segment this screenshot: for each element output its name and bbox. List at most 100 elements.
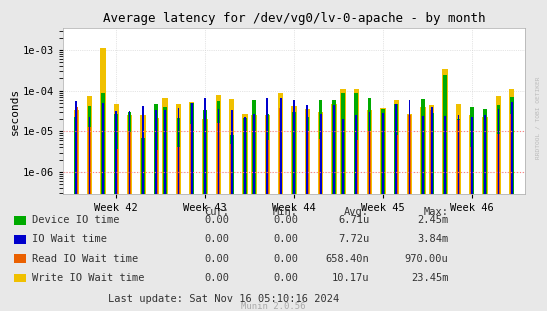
Bar <box>164 145 166 194</box>
Bar <box>395 104 397 194</box>
Text: Last update: Sat Nov 16 05:10:16 2024: Last update: Sat Nov 16 05:10:16 2024 <box>108 294 339 304</box>
Bar <box>75 107 78 194</box>
Bar <box>341 93 345 194</box>
Bar <box>176 104 181 194</box>
Bar <box>216 95 221 194</box>
Bar <box>510 97 514 194</box>
Bar <box>164 110 166 194</box>
Bar <box>292 106 296 194</box>
Bar <box>382 114 384 194</box>
Text: 0.00: 0.00 <box>273 273 298 283</box>
Text: 0.00: 0.00 <box>273 215 298 225</box>
Text: 6.71u: 6.71u <box>338 215 369 225</box>
Bar <box>509 89 514 194</box>
Bar <box>242 114 248 194</box>
Text: 0.00: 0.00 <box>205 234 230 244</box>
Bar <box>162 98 168 194</box>
Bar <box>470 147 473 194</box>
Bar <box>191 103 193 194</box>
Bar <box>368 131 371 194</box>
Bar <box>367 110 372 194</box>
Bar <box>469 115 474 194</box>
Bar <box>431 107 433 194</box>
Bar <box>88 128 91 194</box>
Bar <box>89 117 90 194</box>
Bar <box>155 110 157 194</box>
Bar <box>482 118 488 194</box>
Bar <box>381 109 385 194</box>
Bar <box>407 114 412 194</box>
Text: 23.45m: 23.45m <box>411 273 449 283</box>
Bar <box>217 123 220 194</box>
Bar <box>204 114 206 194</box>
Bar <box>510 114 513 194</box>
Bar <box>252 100 256 194</box>
Bar <box>422 149 424 194</box>
Bar <box>497 134 500 194</box>
Bar <box>115 111 117 194</box>
Bar <box>73 110 79 194</box>
Bar <box>320 114 322 194</box>
Bar <box>443 75 447 194</box>
Text: 0.00: 0.00 <box>205 273 230 283</box>
Bar <box>243 118 247 194</box>
Bar <box>101 93 104 194</box>
Bar <box>280 98 282 194</box>
Text: Read IO Wait time: Read IO Wait time <box>32 254 138 264</box>
Text: 7.72u: 7.72u <box>338 234 369 244</box>
Bar <box>155 150 158 194</box>
Bar <box>115 149 118 194</box>
Bar <box>154 104 158 194</box>
Text: Write IO Wait time: Write IO Wait time <box>32 273 144 283</box>
Bar <box>333 105 335 194</box>
Bar <box>154 118 159 194</box>
Bar <box>128 112 131 194</box>
Bar <box>217 101 220 194</box>
Bar <box>355 140 358 194</box>
Bar <box>319 100 323 194</box>
Bar <box>253 124 255 194</box>
Bar <box>342 119 344 194</box>
Bar <box>278 93 283 194</box>
Bar <box>230 144 233 194</box>
Text: 0.00: 0.00 <box>205 254 230 264</box>
Bar <box>230 135 234 194</box>
Bar <box>114 114 118 194</box>
Text: 0.00: 0.00 <box>273 234 298 244</box>
Bar <box>141 137 144 194</box>
Bar <box>128 132 131 194</box>
Bar <box>457 115 459 194</box>
Bar <box>318 112 323 194</box>
Bar <box>430 113 434 194</box>
Bar <box>331 104 336 194</box>
Y-axis label: seconds: seconds <box>10 88 20 135</box>
Bar <box>484 125 486 194</box>
Bar <box>457 120 460 194</box>
Bar <box>409 100 410 194</box>
Bar <box>127 115 132 194</box>
Bar <box>408 115 411 194</box>
Bar <box>87 96 92 194</box>
Bar <box>203 110 207 194</box>
Bar <box>231 110 232 194</box>
Bar <box>244 147 247 194</box>
Bar <box>393 100 399 194</box>
Text: Munin 2.0.56: Munin 2.0.56 <box>241 301 306 310</box>
Bar <box>356 115 357 194</box>
Bar <box>484 109 487 194</box>
Bar <box>142 106 144 194</box>
Bar <box>497 105 500 194</box>
Text: 10.17u: 10.17u <box>331 273 369 283</box>
Bar <box>244 117 246 194</box>
Bar <box>368 98 371 194</box>
Bar <box>218 109 219 194</box>
Text: 3.84m: 3.84m <box>417 234 449 244</box>
Text: 0.00: 0.00 <box>205 215 230 225</box>
Text: Max:: Max: <box>423 207 449 217</box>
Title: Average latency for /dev/vg0/lv-0-apache - by month: Average latency for /dev/vg0/lv-0-apache… <box>103 12 485 26</box>
Bar <box>266 98 268 194</box>
Bar <box>470 107 474 194</box>
Bar <box>142 131 144 194</box>
Bar <box>380 108 386 194</box>
Bar <box>306 132 309 194</box>
